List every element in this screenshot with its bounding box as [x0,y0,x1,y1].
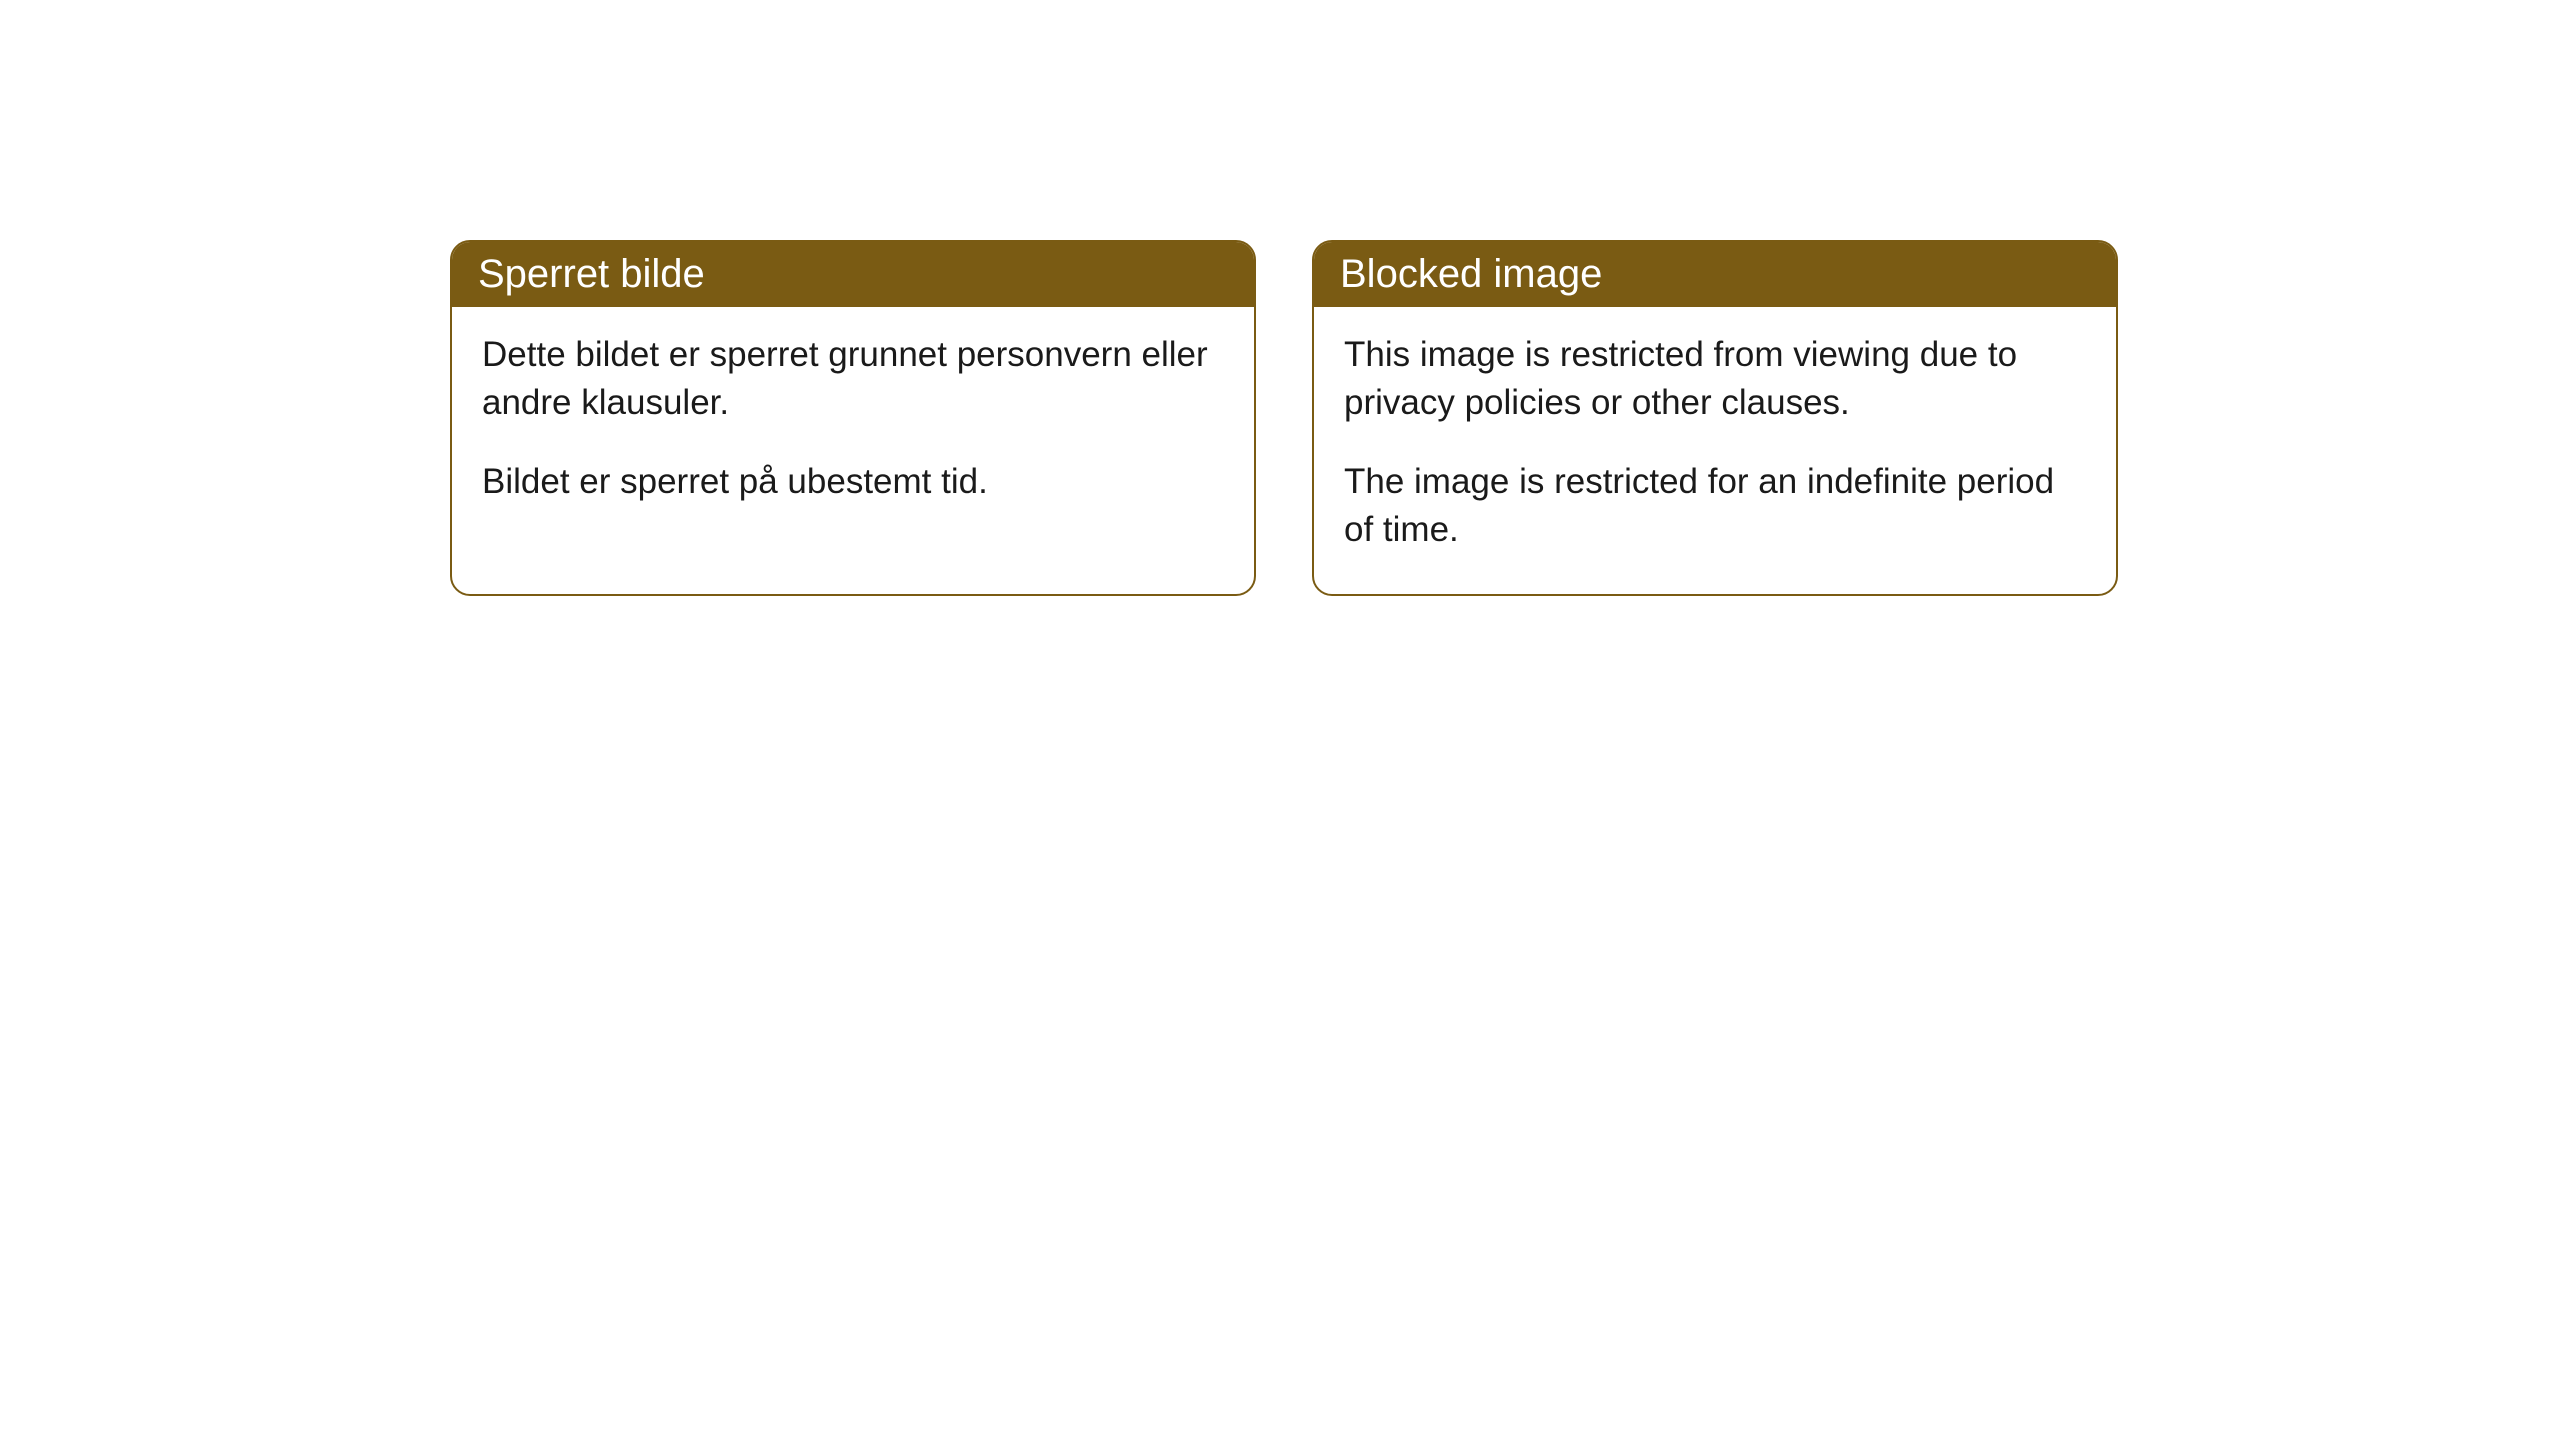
notice-header-norwegian: Sperret bilde [452,242,1254,307]
notice-body-norwegian: Dette bildet er sperret grunnet personve… [452,307,1254,546]
notice-body-english: This image is restricted from viewing du… [1314,307,2116,594]
notice-card-english: Blocked image This image is restricted f… [1312,240,2118,596]
notice-text-norwegian-1: Dette bildet er sperret grunnet personve… [482,331,1224,428]
notice-text-english-1: This image is restricted from viewing du… [1344,331,2086,428]
notice-container: Sperret bilde Dette bildet er sperret gr… [0,0,2560,596]
notice-text-norwegian-2: Bildet er sperret på ubestemt tid. [482,458,1224,506]
notice-card-norwegian: Sperret bilde Dette bildet er sperret gr… [450,240,1256,596]
notice-text-english-2: The image is restricted for an indefinit… [1344,458,2086,555]
notice-header-english: Blocked image [1314,242,2116,307]
